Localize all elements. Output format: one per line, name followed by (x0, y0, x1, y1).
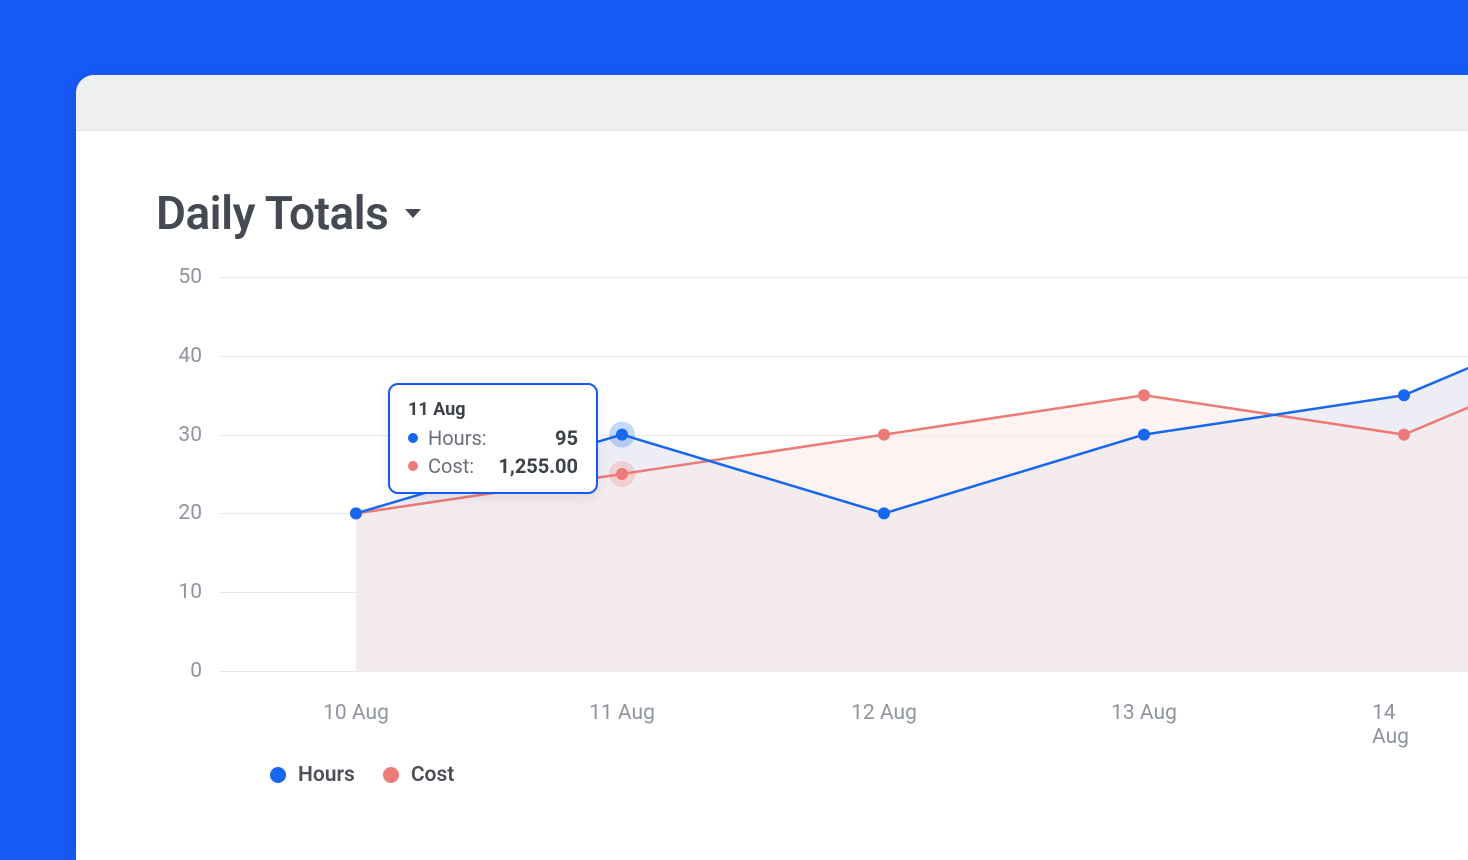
caret-down-icon (404, 205, 422, 224)
chart-tooltip: 11 Aug Hours: 95 Cost: 1,255.00 (388, 383, 598, 494)
gridline (220, 671, 1468, 672)
tooltip-value: 95 (555, 426, 578, 450)
legend-dot-icon (383, 767, 399, 783)
data-point[interactable] (616, 468, 628, 480)
data-point[interactable] (1398, 389, 1410, 401)
y-axis-label: 30 (156, 423, 202, 447)
legend-item[interactable]: Cost (383, 763, 454, 787)
x-axis-label: 10 Aug (323, 701, 389, 725)
x-axis-label: 11 Aug (589, 701, 655, 725)
tooltip-dot-icon (408, 433, 418, 443)
y-axis-label: 40 (156, 344, 202, 368)
legend-label: Cost (411, 763, 454, 787)
chart-panel: Daily Totals 0 10 20 30 40 50 10 Aug 11 Aug 12 A… (76, 75, 1468, 860)
data-point[interactable] (1138, 429, 1150, 441)
data-point[interactable] (350, 507, 362, 519)
legend-label: Hours (298, 763, 355, 787)
y-axis-label: 50 (156, 265, 202, 289)
tooltip-label: Cost: (428, 454, 474, 478)
x-axis-label: 12 Aug (851, 701, 917, 725)
chart-title: Daily Totals (156, 187, 388, 241)
title-dropdown[interactable]: Daily Totals (156, 187, 1468, 241)
data-point[interactable] (1398, 429, 1410, 441)
x-axis-label: 14 Aug (1372, 701, 1436, 749)
y-axis-label: 0 (156, 659, 202, 683)
data-point[interactable] (616, 429, 628, 441)
legend-item[interactable]: Hours (270, 763, 355, 787)
tooltip-date: 11 Aug (408, 399, 578, 420)
x-axis-label: 13 Aug (1111, 701, 1177, 725)
panel-header-bar (76, 75, 1468, 131)
y-axis-label: 20 (156, 501, 202, 525)
tooltip-row: Cost: 1,255.00 (408, 454, 578, 478)
data-point[interactable] (878, 429, 890, 441)
data-point[interactable] (878, 507, 890, 519)
y-axis-label: 10 (156, 580, 202, 604)
data-point[interactable] (1138, 389, 1150, 401)
tooltip-value: 1,255.00 (498, 454, 578, 478)
chart-legend: Hours Cost (270, 763, 454, 787)
legend-dot-icon (270, 767, 286, 783)
panel-content: Daily Totals 0102030405010 Aug11 Aug12 A… (76, 131, 1468, 241)
tooltip-label: Hours: (428, 426, 487, 450)
tooltip-dot-icon (408, 461, 418, 471)
tooltip-row: Hours: 95 (408, 426, 578, 450)
